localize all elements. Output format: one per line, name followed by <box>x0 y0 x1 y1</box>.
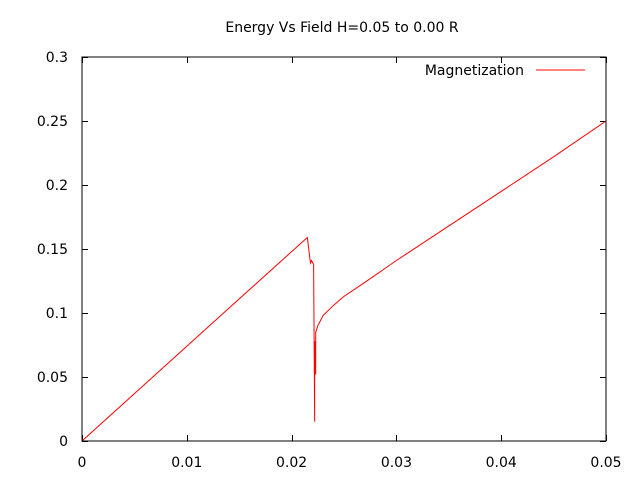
y-tick-label: 0.3 <box>46 50 68 66</box>
x-tick-label: 0.04 <box>486 455 517 471</box>
y-tick-label: 0.05 <box>37 370 68 386</box>
x-tick-label: 0 <box>78 455 87 471</box>
ticks-layer: 0 0.01 0.02 0.03 0.04 0.05 0 0.05 0.1 0.15 0.2 0.25… <box>37 50 622 471</box>
legend: Magnetization <box>425 63 585 79</box>
x-tick-label: 0.03 <box>381 455 412 471</box>
plot-border <box>81 56 607 442</box>
series-layer <box>81 120 607 442</box>
chart-title: Energy Vs Field H=0.05 to 0.00 R <box>225 20 459 36</box>
x-tick-label: 0.02 <box>276 455 307 471</box>
y-tick-label: 0.1 <box>46 306 68 322</box>
x-tick-label: 0.01 <box>171 455 202 471</box>
x-tick-label: 0.05 <box>590 455 621 471</box>
y-tick-label: 0.15 <box>37 242 68 258</box>
y-tick-label: 0.25 <box>37 114 68 130</box>
y-tick-label: 0 <box>59 434 68 450</box>
series-line-magnetization <box>81 120 607 442</box>
legend-label: Magnetization <box>425 63 524 79</box>
y-tick-label: 0.2 <box>46 178 68 194</box>
